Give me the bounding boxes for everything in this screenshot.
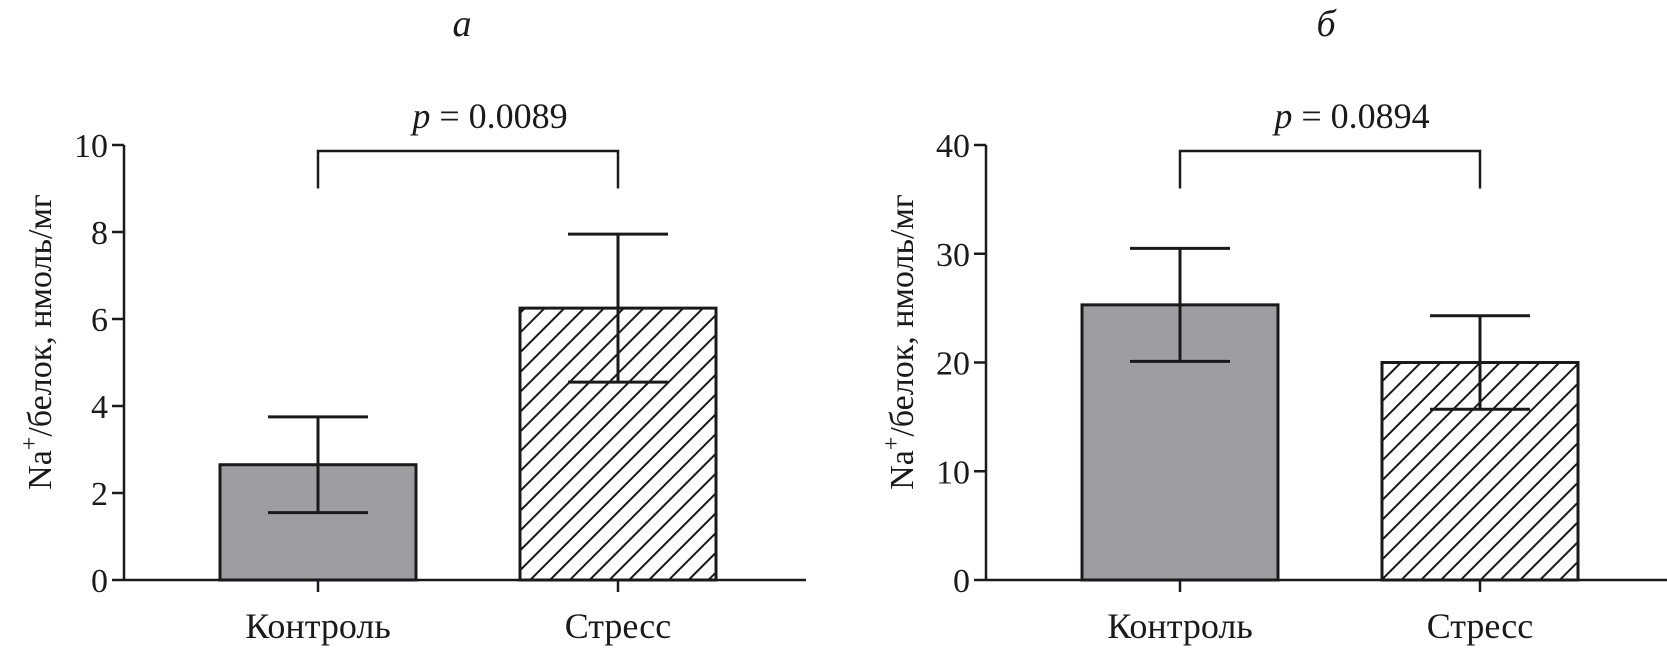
significance-bracket-b: [1178, 149, 1482, 189]
error-bars-a: [268, 232, 668, 515]
error-bars-b: [1130, 246, 1530, 411]
y-label-main-a: Na: [22, 450, 59, 490]
y-axis-label-b: Na+/белок, нмоль/мг: [879, 194, 921, 490]
error-bar-b-1: [1430, 314, 1530, 411]
error-bar-a-1: [568, 232, 668, 384]
y-tick-label-b-0: 0: [953, 563, 970, 600]
y-tick-label-a-2: 4: [91, 389, 108, 426]
panel-label-a: а: [453, 3, 472, 45]
y-tick-label-b-4: 40: [936, 128, 970, 165]
category-labels-a: Контроль Стресс: [245, 580, 671, 646]
category-label-b-1: Стресс: [1427, 606, 1534, 646]
category-label-a-0: Контроль: [245, 606, 391, 646]
error-bar-a-0: [268, 415, 368, 515]
y-tick-label-a-0: 0: [91, 563, 108, 600]
error-bar-b-0: [1130, 246, 1230, 363]
y-tick-label-b-1: 10: [936, 454, 970, 491]
p-value-label-a: p = 0.0089: [409, 96, 567, 136]
category-label-b-0: Контроль: [1107, 606, 1253, 646]
y-tick-label-a-3: 6: [91, 302, 108, 339]
p-value-label-b: p = 0.0894: [1271, 96, 1429, 136]
y-axis-label-a: Na+/белок, нмоль/мг: [17, 194, 59, 490]
y-tick-label-a-5: 10: [74, 128, 108, 165]
significance-bracket-a: [316, 149, 620, 189]
y-label-rest-a: /белок, нмоль/мг: [22, 194, 59, 437]
y-tick-label-a-4: 8: [91, 215, 108, 252]
y-axis-ticks-a: 0 2 4 6 8 10: [74, 128, 124, 600]
panel-label-b: б: [1316, 3, 1337, 45]
category-labels-b: Контроль Стресс: [1107, 580, 1533, 646]
y-tick-label-b-3: 30: [936, 237, 970, 274]
y-tick-label-a-1: 2: [91, 476, 108, 513]
y-label-sup-a: +: [17, 437, 43, 451]
y-label-rest-b: /белок, нмоль/мг: [884, 194, 921, 437]
p-symbol-a: p: [409, 96, 430, 136]
y-label-sup-b: +: [879, 437, 905, 451]
bars-b: [1080, 303, 1580, 582]
p-value-b: = 0.0894: [1292, 96, 1429, 136]
bars-a: [218, 306, 718, 582]
p-value-a: = 0.0089: [430, 96, 567, 136]
chart-panel-b: б p = 0.0894 0 10 20 30 40 Контроль Стресс Na…: [879, 3, 1667, 646]
chart-panel-a: а p = 0.0089 0 2 4 6 8 10 Контроль Стресс Na+/…: [17, 3, 806, 646]
p-symbol-b: p: [1271, 96, 1292, 136]
y-tick-label-b-2: 20: [936, 346, 970, 383]
y-axis-ticks-b: 0 10 20 30 40: [936, 128, 986, 600]
y-label-main-b: Na: [884, 450, 921, 490]
category-label-a-1: Стресс: [565, 606, 672, 646]
